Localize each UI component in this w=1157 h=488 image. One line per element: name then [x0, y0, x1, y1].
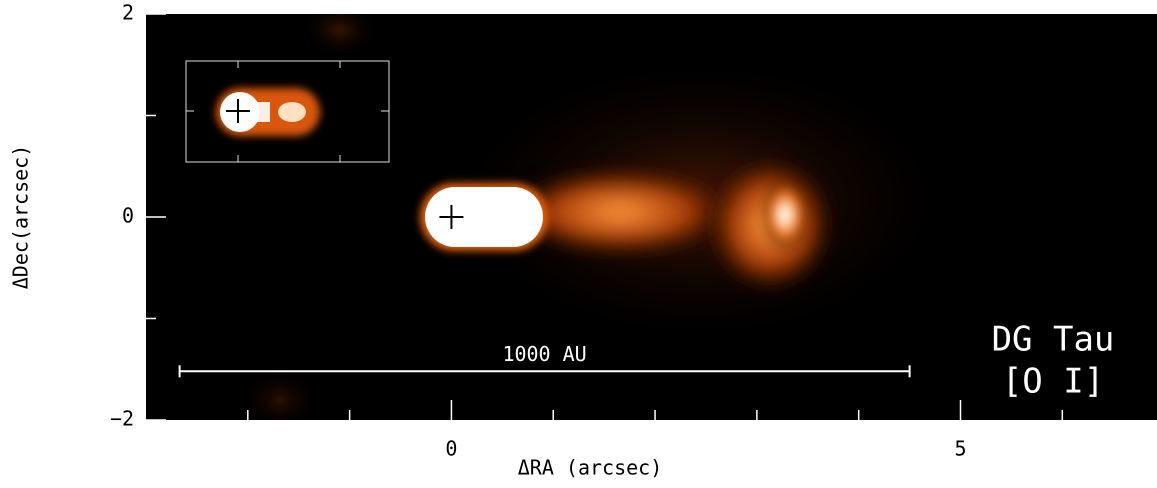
y-tick-label: 2 — [122, 1, 134, 25]
subtitle: [O I] — [1002, 362, 1104, 402]
title: DG Tau — [992, 320, 1115, 360]
x-tick-label: 0 — [445, 437, 457, 461]
y-axis-label: ΔDec(arcsec) — [9, 145, 33, 290]
chart: DG Tau [O I] ΔRA (arcsec) ΔDec(arcsec) 0… — [0, 0, 1157, 484]
x-axis-label: ΔRA (arcsec) — [518, 456, 663, 480]
y-tick-label: 0 — [122, 204, 134, 228]
y-tick-label: −2 — [110, 407, 134, 431]
scale-bar-label: 1000 AU — [502, 342, 586, 366]
x-tick-label: 5 — [954, 437, 966, 461]
